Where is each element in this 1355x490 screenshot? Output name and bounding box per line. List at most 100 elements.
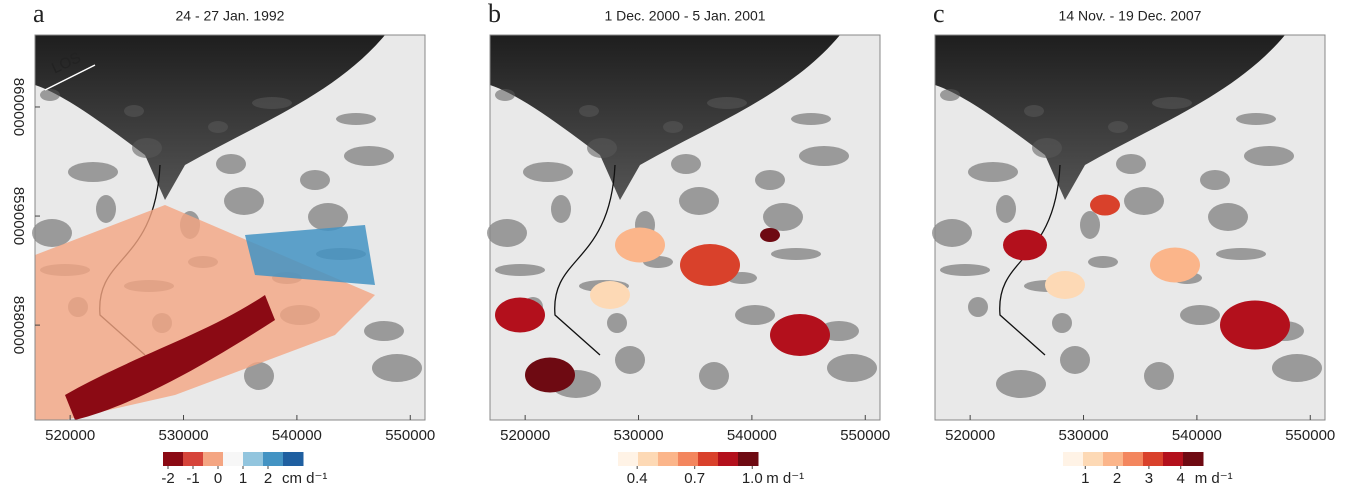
mountain	[1052, 313, 1072, 333]
colorbar-bin	[1063, 452, 1084, 466]
mountain	[679, 187, 719, 215]
y-tick-label: 8600000	[10, 78, 27, 136]
mountain	[372, 354, 422, 382]
velocity-patch	[1220, 300, 1290, 350]
mountain	[96, 195, 116, 223]
colorbar-bin	[1103, 452, 1124, 466]
x-tick-label: 520000	[500, 427, 550, 444]
mountain	[132, 138, 162, 158]
mountain	[336, 113, 376, 125]
mountain	[1060, 346, 1090, 374]
colorbar-tick-label: 3	[1145, 470, 1153, 487]
map-frame	[489, 34, 881, 421]
x-tick-label: 540000	[727, 427, 777, 444]
mountain	[735, 305, 775, 325]
colorbar-tick-label: 0.4	[627, 470, 648, 487]
mountain	[579, 105, 599, 117]
mountain	[940, 89, 960, 101]
colorbar-bin	[203, 452, 224, 466]
mountain	[252, 97, 292, 109]
mountain	[495, 89, 515, 101]
colorbar-unit: m d⁻¹	[766, 470, 804, 487]
panel-title: 14 Nov. - 19 Dec. 2007	[1059, 8, 1202, 24]
mountain	[707, 97, 747, 109]
mountain	[216, 154, 246, 174]
mountain	[551, 195, 571, 223]
mountain	[487, 219, 527, 247]
map-frame	[34, 34, 426, 421]
colorbar-bin	[223, 452, 244, 466]
velocity-patch	[590, 281, 630, 309]
mountain	[699, 362, 729, 390]
colorbar-bin	[1143, 452, 1164, 466]
x-tick-label: 530000	[1058, 427, 1108, 444]
mountain	[1032, 138, 1062, 158]
colorbar-tick-label: 1	[1081, 470, 1089, 487]
velocity-patch	[760, 228, 780, 242]
x-tick-label: 550000	[385, 427, 435, 444]
colorbar-bin	[738, 452, 759, 466]
x-tick-label: 530000	[158, 427, 208, 444]
mountain	[996, 195, 1016, 223]
mountain	[791, 113, 831, 125]
colorbar-tick-label: 2	[1113, 470, 1121, 487]
colorbar-tick-label: 1.0	[742, 470, 763, 487]
colorbar-bin	[678, 452, 699, 466]
map	[487, 34, 881, 421]
mountain	[1272, 354, 1322, 382]
x-tick-label: 550000	[840, 427, 890, 444]
mountain	[1180, 305, 1220, 325]
mountain	[1108, 121, 1128, 133]
mountain	[344, 146, 394, 166]
ocean	[935, 35, 1285, 200]
mountain	[771, 248, 821, 260]
colorbar-bin	[698, 452, 719, 466]
colorbar-bin	[163, 452, 184, 466]
velocity-patch	[1003, 229, 1047, 261]
mountain	[364, 321, 404, 341]
mountain	[1124, 187, 1164, 215]
colorbar-tick-label: 1	[239, 470, 247, 487]
mountain	[968, 162, 1018, 182]
y-tick-label: 8580000	[10, 296, 27, 354]
mountain	[755, 170, 785, 190]
colorbar-tick-label: 4	[1177, 470, 1185, 487]
colorbar-bin	[658, 452, 679, 466]
colorbar-tick-label: 0	[214, 470, 222, 487]
mountain	[1080, 211, 1100, 239]
velocity-patch	[1150, 247, 1200, 283]
panel-letter: c	[933, 0, 945, 28]
mountain	[1152, 97, 1192, 109]
mountain	[208, 121, 228, 133]
colorbar-bin	[638, 452, 659, 466]
x-tick-label: 550000	[1285, 427, 1335, 444]
mountain	[1208, 203, 1248, 231]
velocity-patch	[1090, 194, 1120, 216]
mountain	[224, 187, 264, 215]
x-tick-label: 520000	[945, 427, 995, 444]
mountain	[615, 346, 645, 374]
panel-letter: a	[33, 0, 45, 28]
velocity-patch	[525, 357, 575, 393]
colorbar-bin	[183, 452, 204, 466]
velocity-patch	[615, 227, 665, 263]
colorbar-bin	[263, 452, 284, 466]
mountain	[1116, 154, 1146, 174]
mountain	[799, 146, 849, 166]
mountain	[671, 154, 701, 174]
mountain	[968, 297, 988, 317]
colorbar-tick-label: 2	[264, 470, 272, 487]
velocity-field	[65, 295, 275, 420]
panel-title: 1 Dec. 2000 - 5 Jan. 2001	[604, 8, 765, 24]
ocean	[35, 35, 385, 200]
mountain	[827, 354, 877, 382]
mountain	[1236, 113, 1276, 125]
map-frame	[934, 34, 1326, 421]
mountain	[607, 313, 627, 333]
x-tick-label: 540000	[272, 427, 322, 444]
mountain	[1244, 146, 1294, 166]
mountain	[244, 362, 274, 390]
y-tick-label: 8590000	[10, 187, 27, 245]
x-tick-label: 530000	[613, 427, 663, 444]
